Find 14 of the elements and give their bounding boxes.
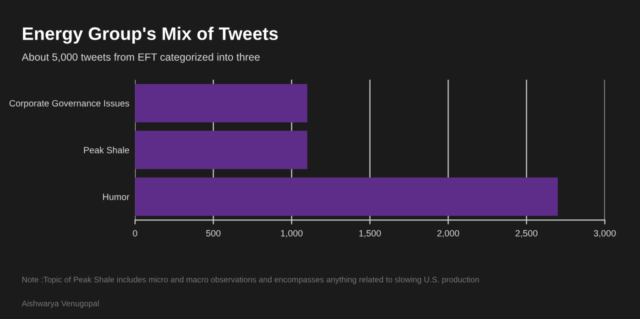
x-tick-label: 3,000 (594, 230, 616, 238)
y-tick-label: Peak Shale (84, 146, 130, 154)
y-tick-label: Corporate Governance Issues (10, 100, 130, 108)
x-tick-label: 2,000 (437, 230, 460, 238)
x-tick-label: 0 (132, 230, 138, 236)
x-tick-label: 1,000 (281, 230, 303, 238)
chart-title: Energy Group's Mix of Tweets (22, 26, 278, 44)
chart-subtitle: About 5,000 tweets from EFT categorized into three (22, 53, 260, 63)
text: Aishwarya Venugopal (22, 300, 99, 308)
y-tick-label: Humor (103, 194, 130, 200)
x-tick-label: 2,500 (516, 230, 538, 238)
x-tick-label: 500 (206, 230, 221, 236)
x-tick-label: 1,500 (359, 230, 381, 238)
text: Note :Topic of Peak Shale includes micro and macro observations and encompasses anything related to slowing U.S. production (22, 276, 479, 284)
